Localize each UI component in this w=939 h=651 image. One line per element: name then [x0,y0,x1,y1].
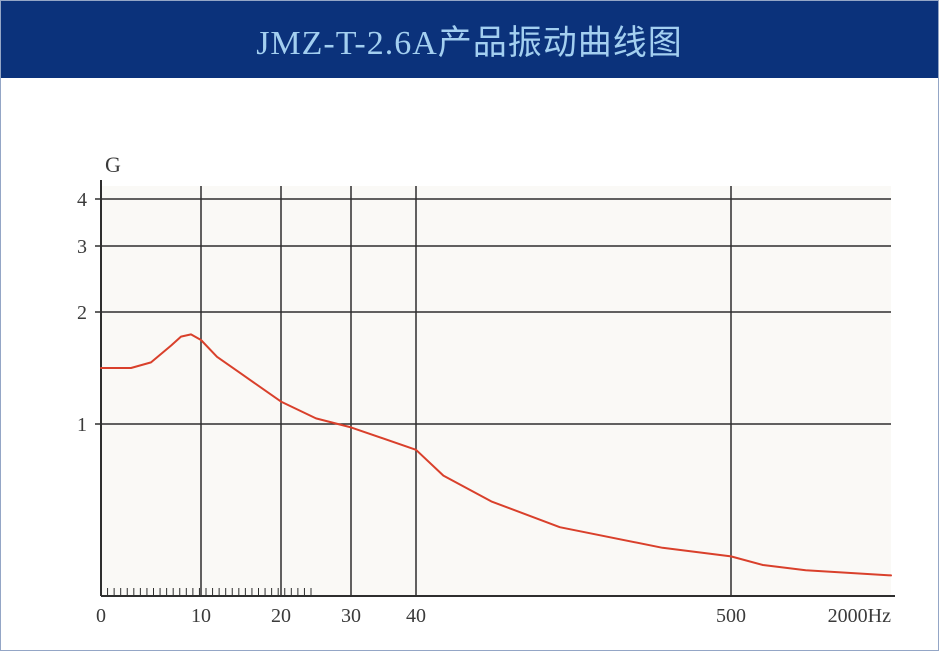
x-tick-label: 2000Hz [828,605,891,627]
x-tick-label: 40 [406,605,426,627]
x-tick-label: 30 [341,605,361,627]
y-axis-label: G [105,152,121,177]
x-tick-label: 500 [716,605,746,627]
vibration-curve-chart: 1 2 3 4G 0 10 20 30 40 500 2000Hz [31,96,901,636]
app-frame: JMZ-T-2.6A产品振动曲线图 1 2 3 4G 0 10 20 30 40 500 2000H… [0,0,939,651]
y-tick-label: 3 [77,236,87,258]
chart-title-bar: JMZ-T-2.6A产品振动曲线图 [1,1,938,78]
chart-title-text: JMZ-T-2.6A产品振动曲线图 [256,25,683,62]
x-tick-label: 20 [271,605,291,627]
chart-container: 1 2 3 4G 0 10 20 30 40 500 2000Hz [1,96,938,646]
y-tick-label: 4 [77,189,87,211]
y-tick-label: 1 [77,414,87,436]
x-tick-label: 0 [96,605,106,627]
y-tick-label: 2 [77,302,87,324]
x-tick-label: 10 [191,605,211,627]
